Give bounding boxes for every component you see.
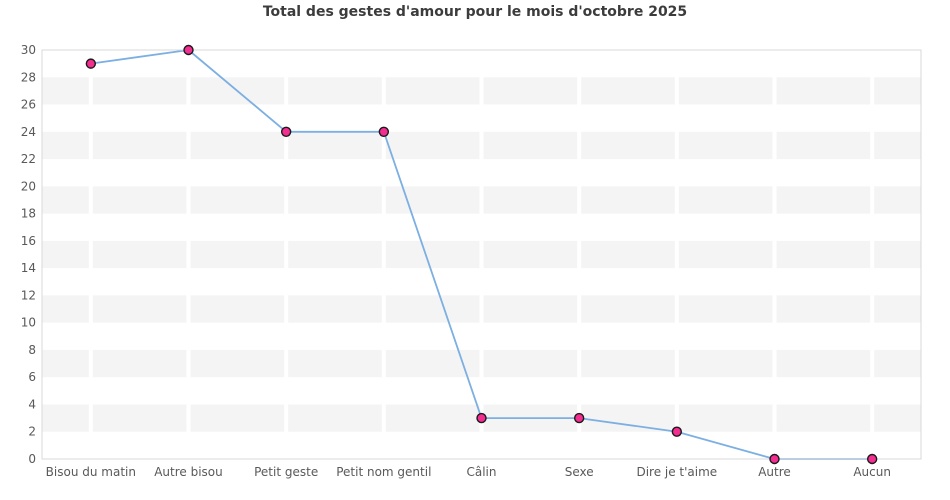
y-tick-label: 26 (21, 98, 36, 112)
y-tick-label: 22 (21, 152, 36, 166)
y-tick-label: 2 (28, 425, 36, 439)
y-tick-label: 16 (21, 234, 36, 248)
y-tick-label: 14 (21, 261, 36, 275)
y-tick-label: 28 (21, 70, 36, 84)
y-tick-label: 0 (28, 452, 36, 466)
data-point (573, 412, 585, 424)
data-point (183, 44, 194, 56)
data-point (671, 426, 683, 437)
y-tick-label: 18 (21, 207, 36, 221)
data-point (280, 126, 292, 138)
data-point (85, 58, 97, 69)
plot-border (41, 49, 922, 460)
y-tick-label: 12 (21, 288, 36, 302)
x-tick-label: Autre bisou (154, 465, 223, 479)
x-tick-label: Dire je t'aime (636, 465, 717, 479)
data-point (866, 453, 878, 465)
x-tick-label: Sexe (565, 465, 594, 479)
x-tick-label: Bisou du matin (46, 465, 136, 479)
y-tick-label: 24 (21, 125, 36, 139)
y-tick-label: 6 (28, 370, 36, 384)
data-point (769, 453, 780, 465)
x-tick-label: Petit nom gentil (336, 465, 431, 479)
data-point (378, 126, 390, 138)
y-tick-label: 8 (28, 343, 36, 357)
chart-title: Total des gestes d'amour pour le mois d'… (262, 4, 688, 20)
x-tick-label: Petit geste (254, 465, 318, 479)
x-tick-label: Câlin (466, 465, 496, 479)
data-point (476, 412, 487, 424)
y-tick-label: 20 (21, 179, 36, 193)
x-tick-label: Autre (758, 465, 791, 479)
y-tick-label: 30 (21, 43, 36, 57)
y-tick-label: 10 (21, 316, 36, 330)
y-tick-label: 4 (28, 397, 36, 411)
x-tick-label: Aucun (853, 465, 891, 479)
